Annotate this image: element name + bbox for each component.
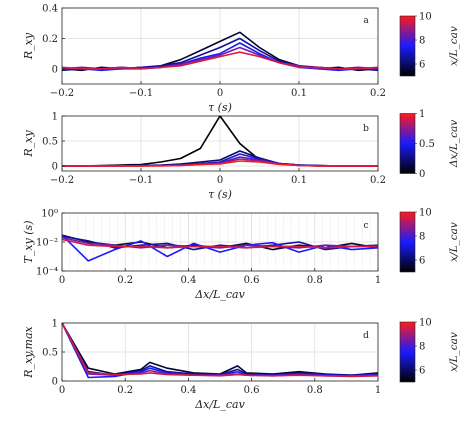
panel-a-series-4 (61, 51, 379, 70)
panel-d-colorbar (399, 321, 416, 383)
panel-a-xtick-label: 0 (217, 88, 223, 99)
panel-d-ytick-label: 1 (52, 319, 58, 330)
panel-d-xtick-label: 0.2 (117, 385, 133, 396)
panel-d-xtick-label: 0.4 (180, 385, 196, 396)
panel-c-cb-tick-label: 6 (419, 256, 425, 267)
panel-b-series-5 (62, 160, 378, 167)
panel-a-cb-label: x/L_cav (448, 26, 460, 66)
panel-a-colorbar (399, 15, 416, 77)
panel-d-cb-label: x/L_cav (448, 332, 460, 372)
panel-c-series-3 (61, 236, 378, 249)
panel-d-xtick-label: 1 (375, 385, 381, 396)
panel-c-xlabel: Δx/L_cav (194, 288, 245, 301)
panel-b-xtick-label: 0.1 (291, 175, 307, 186)
panel-b-cb-tick-label: 1 (419, 109, 425, 120)
panel-a-cb-tick-label: 10 (419, 12, 432, 23)
panel-b-xtick-label: 0 (217, 175, 223, 186)
panel-a-ylabel: R_xy (22, 32, 35, 60)
panel-b-ytick-label: 1 (52, 112, 58, 123)
panel-d-letter: d (363, 331, 369, 341)
panel-d-cb-tick-label: 8 (419, 342, 425, 353)
panel-c-cb-tick-label: 8 (419, 232, 425, 243)
panel-d-xtick-label: 0.6 (244, 385, 260, 396)
panel-a-ytick-label: 0.4 (42, 4, 58, 15)
panel-c-xtick-label: 0.8 (307, 275, 323, 286)
panel-d-xtick-label: 0.8 (307, 385, 323, 396)
panel-c-xtick-label: 1 (375, 275, 381, 286)
panel-a-xtick-label: 0.1 (291, 88, 307, 99)
panel-a-xtick-label: −0.1 (129, 88, 153, 99)
panel-a-xtick-label: −0.2 (50, 88, 74, 99)
panel-b-xtick-label: −0.2 (50, 175, 74, 186)
panel-b-ylabel: R_xy (22, 130, 35, 158)
panel-d-ylabel: R_xy,max (22, 325, 35, 378)
panel-b-xlabel: τ (s) (208, 188, 232, 201)
panel-a-xlabel: τ (s) (208, 101, 232, 114)
panel-c-series-4 (61, 238, 378, 249)
panel-b-cb-label: Δx/L_cav (448, 120, 460, 168)
panel-c-colorbar (399, 211, 416, 273)
panel-a-ytick-label: 0.2 (42, 34, 58, 45)
panel-c-xtick-label: 0.6 (244, 275, 260, 286)
panel-b-colorbar (399, 113, 416, 174)
panel-b-ytick-label: 0.5 (42, 137, 58, 148)
panel-c-ytick-label: 10⁻⁴ (36, 267, 58, 278)
panel-b-cb-tick-label: 0.5 (419, 139, 435, 150)
panel-c-xtick-label: 0.2 (117, 275, 133, 286)
panel-b-xtick-label: 0.2 (370, 175, 386, 186)
panel-c-cb-label: x/L_cav (448, 222, 460, 262)
panel-d-ytick-label: 0 (52, 377, 58, 388)
panel-b-letter: b (363, 124, 369, 134)
panel-b-xtick-label: −0.1 (129, 175, 153, 186)
panel-b-cb-tick-label: 0 (419, 169, 425, 180)
panel-d-series-4 (61, 322, 379, 378)
panel-d-cb-tick-label: 6 (419, 366, 425, 377)
panel-a-ytick-label: 0 (52, 64, 58, 75)
panel-c-ylabel: T_xy (s) (22, 221, 35, 264)
panel-c-cb-tick-label: 10 (419, 208, 432, 219)
panel-d-xlabel: Δx/L_cav (194, 398, 245, 411)
panel-a-cb-tick-label: 8 (419, 36, 425, 47)
panel-c-ytick-label: 10⁰ (41, 209, 58, 220)
panel-c-series-1 (61, 235, 379, 251)
panel-d-cb-tick-label: 10 (419, 318, 432, 329)
panel-b-ytick-label: 0 (52, 162, 58, 173)
panel-c-letter: c (363, 221, 368, 231)
panel-c-xtick-label: 0.4 (180, 275, 196, 286)
panel-d-xtick-label: 0 (59, 385, 65, 396)
panel-c-xtick-label: 0 (59, 275, 65, 286)
panel-a-cb-tick-label: 6 (419, 60, 425, 71)
panel-c-ytick-label: 10⁻² (36, 238, 58, 249)
panel-a-letter: a (363, 16, 369, 26)
panel-d-ytick-label: 0.5 (42, 348, 58, 359)
panel-a-xtick-label: 0.2 (370, 88, 386, 99)
panel-a-series-3 (61, 46, 379, 70)
